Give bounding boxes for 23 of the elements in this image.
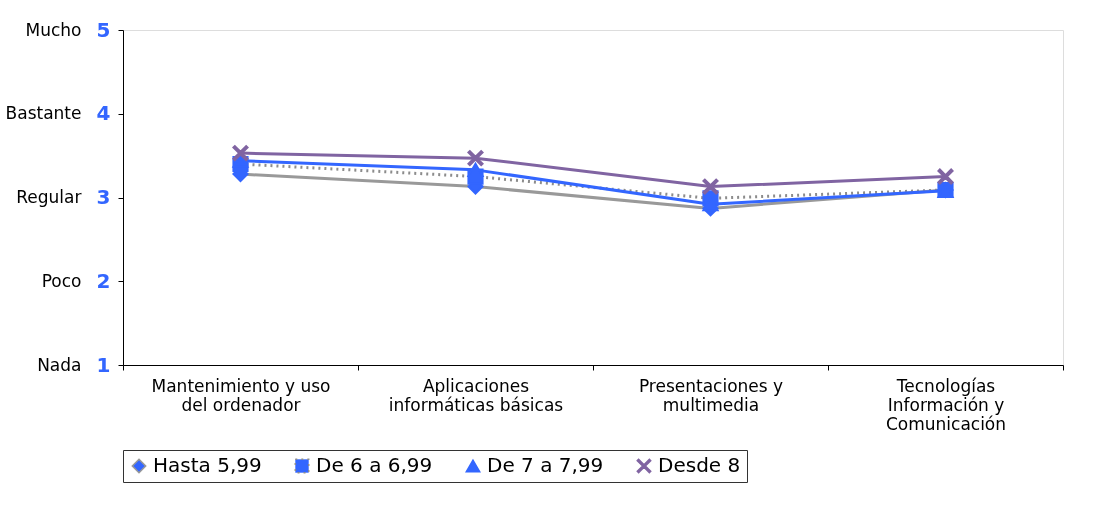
point (467, 150, 484, 167)
category-label: Nada (37, 354, 82, 375)
legend-label: De 7 a 7,99 (487, 453, 604, 477)
y-tick-label: 2 (96, 268, 111, 293)
category-label: Bastante (5, 103, 82, 124)
point (232, 145, 249, 162)
category-label: Poco (41, 270, 82, 291)
legend-label: Hasta 5,99 (153, 453, 262, 477)
x-tick-label: Tecnologías Información y Comunicación (885, 375, 1007, 434)
point (937, 168, 954, 185)
y-tick-label: 5 (96, 17, 111, 42)
point (467, 162, 484, 177)
x-tick-label: Presentaciones y multimedia (638, 375, 784, 415)
x-tick-label: Mantenimiento y uso del ordenador (151, 375, 331, 415)
y-tick-label: 3 (96, 185, 111, 209)
y-tick-label: 4 (96, 101, 111, 126)
legend-label: Desde 8 (658, 453, 741, 477)
y-tick-label: 1 (96, 352, 111, 377)
legend-label: De 6 a 6,99 (316, 453, 433, 477)
category-label: Mucho (25, 19, 82, 40)
point (702, 178, 719, 195)
x-tick-label: Aplicaciones informáticas básicas (388, 375, 564, 415)
category-label: Regular (16, 187, 82, 207)
